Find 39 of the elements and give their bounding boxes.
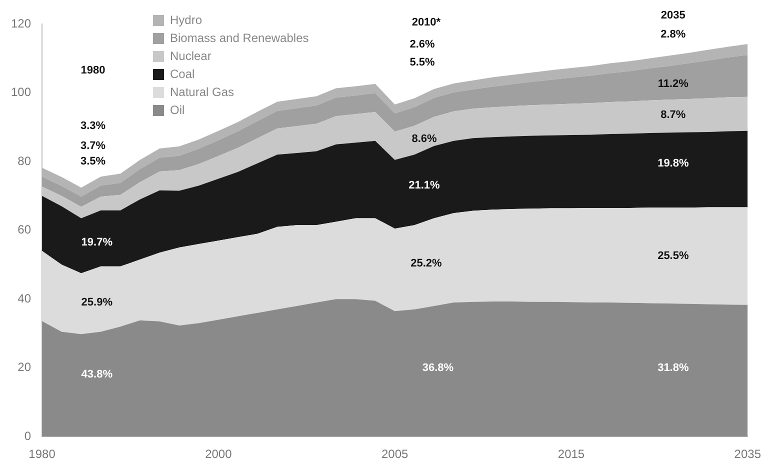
annotation: 25.9% (81, 296, 113, 309)
x-tick-label: 2015 (558, 447, 585, 462)
annotation: 21.1% (408, 180, 440, 192)
x-tick-label: 1980 (28, 447, 56, 462)
annotation: 3.3% (80, 120, 106, 132)
x-tick-label: 2005 (381, 447, 409, 462)
annotation: 43.8% (81, 368, 113, 381)
annotation: 2010* (412, 16, 442, 28)
y-tick-label: 100 (10, 85, 32, 100)
legend-label: Biomass and Renewables (170, 31, 309, 45)
legend-label: Coal (170, 67, 195, 81)
annotation: 25.2% (410, 258, 442, 270)
annotation: 19.8% (658, 157, 689, 170)
annotation: 2.6% (410, 38, 436, 51)
legend-label: Natural Gas (170, 85, 234, 99)
annotation: 3.5% (80, 156, 106, 168)
x-tick-label: 2035 (734, 447, 762, 462)
y-tick-label: 120 (10, 16, 32, 30)
legend-label: Nuclear (170, 49, 212, 63)
annotation: 31.8% (658, 362, 689, 374)
annotation: 11.2% (658, 78, 689, 90)
annotation: 8.6% (412, 133, 437, 146)
y-tick-label: 40 (18, 291, 32, 306)
y-tick-label: 20 (18, 360, 32, 374)
annotation: 19.7% (81, 236, 113, 249)
annotation: 2.8% (660, 28, 686, 40)
x-tick-label: 2000 (205, 447, 232, 462)
legend-label: Hydro (170, 13, 202, 27)
annotation: 36.8% (422, 362, 454, 374)
y-tick-label: 0 (24, 428, 32, 443)
annotation: 1980 (80, 64, 106, 76)
annotation: 25.5% (658, 250, 689, 262)
annotation: 5.5% (410, 56, 436, 69)
legend-label: Oil (170, 103, 185, 117)
annotation: 3.7% (80, 140, 106, 152)
y-tick-label: 80 (18, 154, 32, 168)
y-tick-label: 60 (18, 222, 32, 237)
annotation: 8.7% (660, 108, 686, 121)
text: 2035 (660, 9, 686, 22)
